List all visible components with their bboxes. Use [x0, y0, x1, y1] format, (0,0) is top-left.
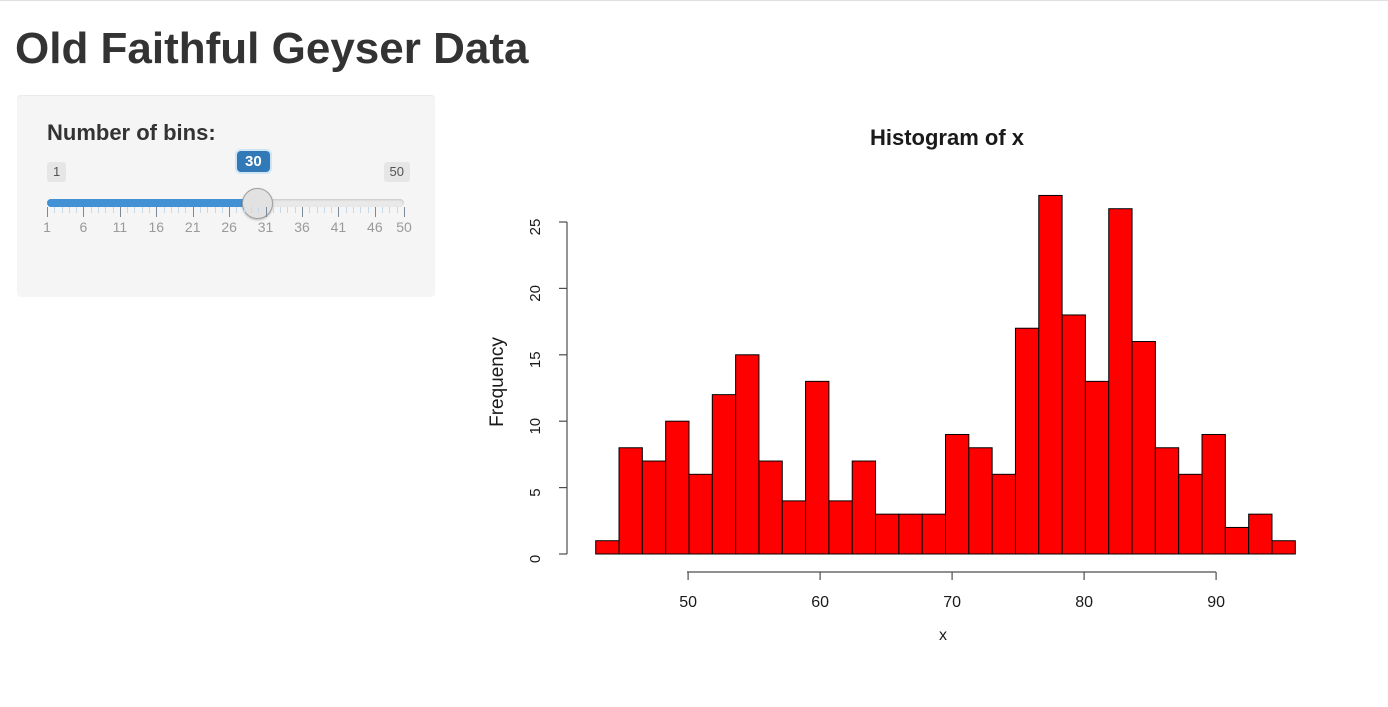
svg-text:0: 0 [527, 555, 544, 563]
svg-text:90: 90 [1207, 594, 1225, 611]
svg-text:70: 70 [943, 594, 961, 611]
svg-text:60: 60 [811, 594, 829, 611]
svg-text:15: 15 [527, 351, 544, 368]
svg-text:25: 25 [527, 219, 544, 236]
svg-text:10: 10 [527, 418, 544, 435]
svg-text:Frequency: Frequency [487, 337, 508, 427]
svg-text:50: 50 [679, 594, 697, 611]
svg-text:80: 80 [1075, 594, 1093, 611]
svg-text:x: x [939, 627, 947, 644]
svg-text:Histogram of x: Histogram of x [870, 125, 1025, 150]
svg-text:5: 5 [527, 488, 544, 496]
svg-text:20: 20 [527, 285, 544, 302]
